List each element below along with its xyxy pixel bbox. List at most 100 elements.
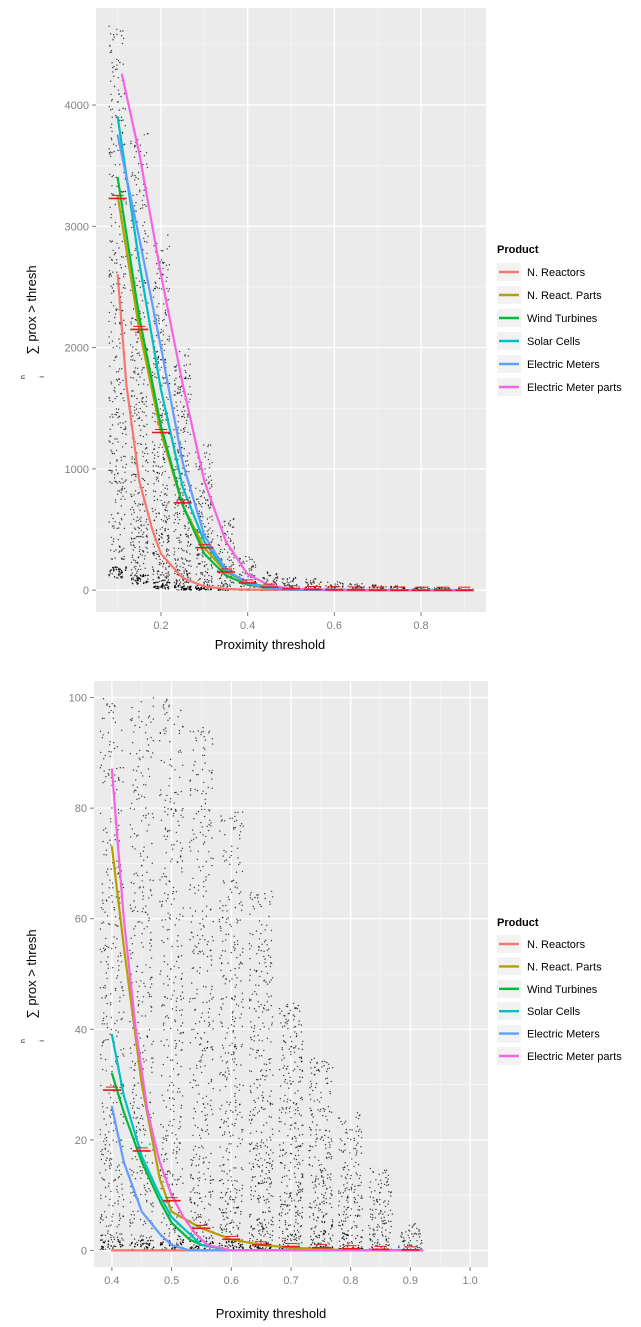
scatter-point <box>120 119 123 122</box>
scatter-point <box>145 1189 147 1191</box>
scatter-point <box>139 189 141 191</box>
scatter-point <box>170 1108 172 1111</box>
scatter-point <box>246 560 248 562</box>
scatter-point <box>167 912 169 914</box>
scatter-point <box>133 1195 135 1197</box>
scatter-point <box>160 793 162 796</box>
scatter-point <box>124 190 127 193</box>
scatter-point <box>178 392 180 394</box>
scatter-point <box>172 815 174 817</box>
scatter-point <box>205 1240 208 1243</box>
scatter-point <box>196 557 198 560</box>
scatter-point <box>134 461 136 463</box>
scatter-point <box>195 1153 198 1156</box>
scatter-point <box>234 947 236 950</box>
scatter-point <box>113 936 115 938</box>
scatter-point <box>182 816 184 818</box>
scatter-point <box>167 534 170 537</box>
scatter-point <box>134 409 136 411</box>
scatter-point <box>224 1085 227 1088</box>
scatter-point <box>99 987 102 989</box>
scatter-point <box>164 501 166 503</box>
scatter-point <box>173 1142 176 1144</box>
scatter-point <box>157 577 159 579</box>
scatter-point <box>173 514 175 516</box>
scatter-point <box>161 422 163 424</box>
scatter-point <box>111 1241 114 1243</box>
scatter-point <box>220 1056 222 1058</box>
scatter-point <box>160 759 163 762</box>
scatter-point <box>160 288 163 290</box>
scatter-point <box>142 907 144 910</box>
scatter-point <box>141 207 144 209</box>
scatter-point <box>176 1162 179 1164</box>
scatter-point <box>139 144 142 146</box>
scatter-point <box>224 532 226 535</box>
scatter-point <box>221 573 223 575</box>
scatter-point <box>200 821 202 824</box>
scatter-point <box>236 943 239 946</box>
scatter-point <box>190 1201 192 1203</box>
scatter-point <box>235 984 237 986</box>
scatter-point <box>264 929 266 931</box>
scatter-point <box>110 709 112 712</box>
scatter-point <box>123 284 126 286</box>
scatter-point <box>234 974 236 976</box>
scatter-point <box>267 1198 269 1200</box>
scatter-point <box>181 447 183 449</box>
scatter-point <box>173 898 175 900</box>
scatter-point <box>193 1028 195 1031</box>
scatter-point <box>141 795 143 797</box>
scatter-point <box>276 579 278 582</box>
scatter-point <box>147 574 149 577</box>
scatter-point <box>231 1123 233 1125</box>
scatter-point <box>234 944 236 946</box>
scatter-point <box>231 1012 234 1014</box>
scatter-point <box>173 990 175 992</box>
scatter-point <box>133 909 135 912</box>
scatter-point <box>136 798 138 800</box>
scatter-point <box>190 589 192 591</box>
scatter-point <box>141 398 143 400</box>
scatter-point <box>320 581 322 583</box>
scatter-point <box>182 575 185 577</box>
scatter-point <box>161 919 163 921</box>
scatter-point <box>180 429 182 431</box>
scatter-point <box>194 1145 196 1148</box>
scatter-point <box>206 1040 209 1043</box>
scatter-point <box>137 442 139 445</box>
scatter-point <box>199 496 201 498</box>
scatter-point <box>181 1168 184 1170</box>
scatter-point <box>134 490 137 492</box>
scatter-point <box>235 1167 237 1169</box>
scatter-point <box>118 965 120 967</box>
scatter-point <box>147 523 149 526</box>
scatter-point <box>267 580 269 582</box>
scatter-point <box>163 708 165 710</box>
scatter-point <box>180 1243 183 1246</box>
scatter-point <box>183 377 186 380</box>
scatter-point <box>110 213 113 216</box>
scatter-point <box>204 748 206 750</box>
scatter-point <box>180 709 182 712</box>
scatter-point <box>123 994 125 996</box>
scatter-point <box>208 732 210 734</box>
scatter-point <box>115 568 118 571</box>
scatter-point <box>134 249 136 252</box>
scatter-point <box>226 1223 228 1225</box>
scatter-point <box>232 1031 234 1033</box>
scatter-point <box>131 1174 133 1176</box>
scatter-point <box>100 1158 103 1161</box>
scatter-point <box>168 1084 171 1087</box>
scatter-point <box>206 1129 209 1131</box>
scatter-point <box>232 1226 234 1229</box>
scatter-point <box>223 1074 225 1076</box>
scatter-point <box>115 1169 117 1172</box>
scatter-point <box>211 936 213 938</box>
scatter-point <box>211 769 213 772</box>
scatter-point <box>198 563 200 565</box>
scatter-point <box>168 706 170 708</box>
scatter-point <box>174 503 177 506</box>
scatter-point <box>202 726 204 729</box>
scatter-point <box>233 828 235 830</box>
